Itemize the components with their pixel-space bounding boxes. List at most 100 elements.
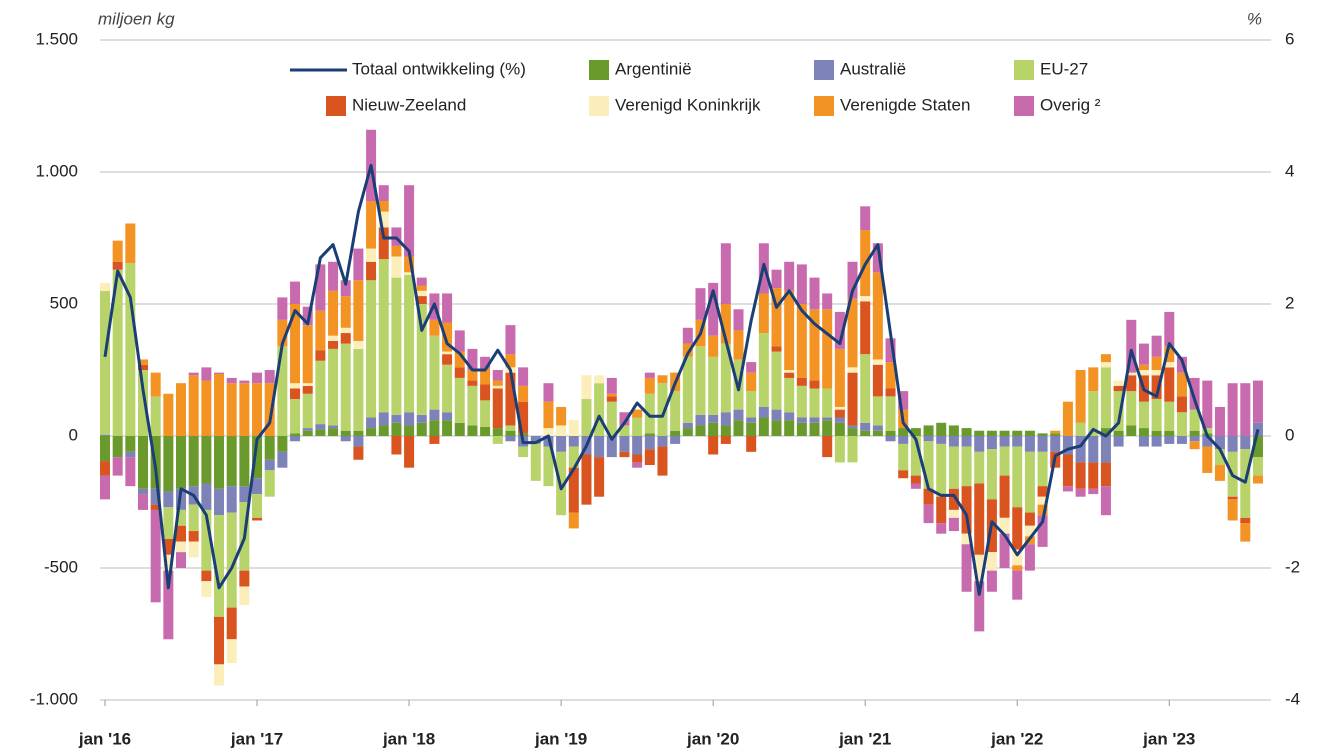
bar-segment	[670, 391, 681, 431]
legend-item: Argentinië	[589, 59, 692, 80]
bar-segment	[1062, 436, 1073, 455]
bar-segment	[328, 348, 339, 426]
bar-segment	[100, 475, 110, 500]
legend-swatch	[1014, 60, 1034, 80]
bar-segment	[226, 436, 237, 487]
bar-segment	[290, 388, 301, 400]
bar-segment	[898, 436, 909, 444]
bar-segment	[644, 436, 655, 450]
bar-segment	[885, 430, 896, 436]
bar-segment	[505, 372, 516, 426]
x-tick-label: jan '23	[1142, 729, 1195, 748]
bar-segment	[936, 422, 947, 436]
bar-segment	[176, 541, 187, 553]
bar-segment	[923, 425, 934, 436]
bar-segment	[505, 425, 516, 431]
bar-segment	[860, 354, 871, 423]
legend-label: Australië	[840, 59, 906, 78]
bar-segment	[872, 359, 883, 365]
bar-segment	[1202, 446, 1213, 473]
bar-segment	[1151, 370, 1162, 376]
x-tick-label: jan '22	[990, 729, 1043, 748]
bar-segment	[353, 446, 364, 460]
bar-segment	[480, 356, 491, 369]
bar-segment	[1100, 354, 1111, 363]
bar-segment	[708, 356, 719, 415]
bar-segment	[1214, 465, 1225, 481]
bar-segment	[492, 370, 503, 381]
bar-segment	[670, 430, 681, 436]
bar-segment	[1252, 436, 1263, 458]
y2-tick-label: -4	[1285, 689, 1300, 708]
bar-segment	[302, 383, 313, 386]
x-tick-label: jan '19	[534, 729, 587, 748]
bar-segment	[429, 335, 440, 410]
bar-segment	[480, 426, 491, 436]
bar-segment	[416, 290, 427, 297]
bar-segment	[404, 412, 415, 426]
bar-segment	[581, 454, 592, 505]
bar-segment	[1126, 425, 1137, 436]
bar-segment	[1050, 433, 1061, 436]
bar-segment	[695, 414, 706, 426]
bar-segment	[328, 425, 339, 429]
bar-segment	[1012, 446, 1023, 508]
bar-segment	[366, 201, 377, 249]
bar-segment	[315, 350, 326, 361]
bar-segment	[1075, 462, 1086, 489]
legend-swatch	[1014, 96, 1034, 116]
bar-segment	[226, 383, 237, 436]
bar-segment	[1113, 380, 1124, 386]
bar-segment	[999, 436, 1010, 447]
bar-segment	[1176, 372, 1187, 397]
bar-segment	[163, 436, 174, 492]
bar-segment	[290, 436, 301, 442]
bar-segment	[708, 414, 719, 423]
bar-segment	[378, 425, 389, 436]
bar-segment	[239, 586, 250, 605]
bar-segment	[632, 409, 643, 418]
bar-segment	[252, 517, 263, 521]
bar-segment	[1037, 504, 1048, 516]
y-tick-label: -1.000	[30, 689, 78, 708]
bar-segment	[1012, 565, 1023, 571]
bar-segment	[1024, 430, 1035, 436]
bar-segment	[1126, 372, 1137, 376]
bar-segment	[239, 570, 250, 587]
bar-segment	[442, 351, 453, 355]
bar-segment	[315, 360, 326, 425]
bar-segment	[1240, 436, 1251, 450]
bar-segment	[378, 185, 389, 202]
bar-segment	[796, 417, 807, 423]
bar-segment	[100, 461, 110, 476]
bar-segment	[340, 343, 351, 431]
bar-segment	[290, 433, 301, 436]
bar-segment	[252, 372, 263, 384]
bar-segment	[834, 417, 845, 423]
bar-segment	[1138, 428, 1149, 436]
bar-segment	[454, 351, 465, 368]
bar-segment	[771, 351, 782, 410]
legend-label: Nieuw-Zeeland	[352, 95, 466, 114]
bar-segment	[328, 290, 339, 336]
bar-segment	[936, 443, 947, 497]
bar-segment	[784, 377, 795, 413]
bar-segment	[1037, 436, 1048, 452]
bar-segment	[1164, 430, 1175, 436]
bar-segment	[974, 430, 985, 436]
bar-segment	[1100, 362, 1111, 368]
bar-segment	[112, 436, 123, 458]
legend-item: Nieuw-Zeeland	[326, 95, 466, 116]
legend-label: EU-27	[1040, 59, 1088, 78]
bar-segment	[834, 409, 845, 418]
bar-segment	[733, 420, 744, 436]
bar-segment	[771, 269, 782, 289]
bar-segment	[239, 383, 250, 436]
bar-segment	[391, 277, 402, 415]
x-tick-label: jan '18	[382, 729, 435, 748]
bar-segment	[214, 372, 225, 374]
bar-segment	[188, 541, 199, 558]
bar-segment	[860, 422, 871, 431]
bar-segment	[1151, 436, 1162, 447]
